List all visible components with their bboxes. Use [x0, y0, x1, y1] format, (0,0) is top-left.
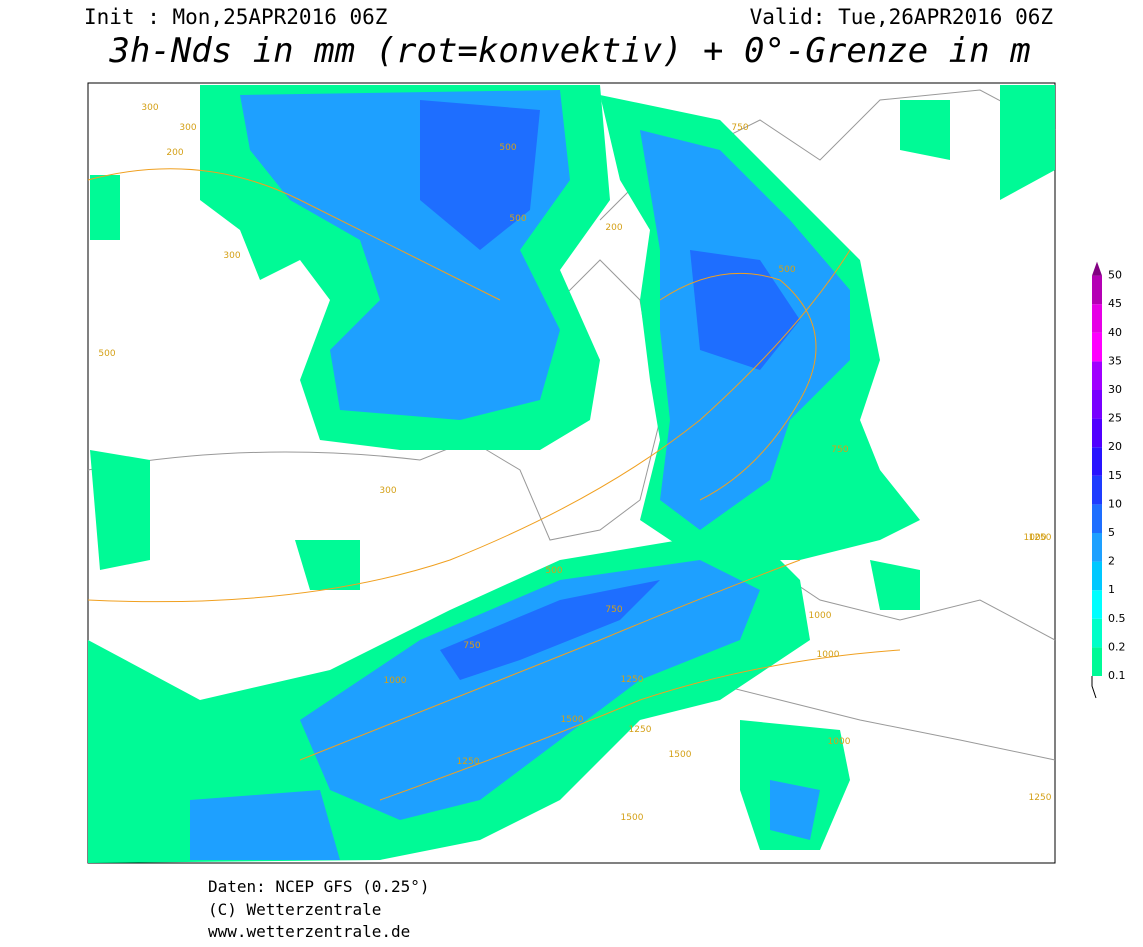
legend-label: 25: [1108, 412, 1122, 425]
contour-label: 750: [605, 605, 622, 615]
contour-label: 200: [166, 148, 183, 158]
contour-label: 500: [509, 214, 526, 224]
contour-label: 300: [379, 486, 396, 496]
contour-label: 500: [499, 143, 516, 153]
freezing-level-contours: [87, 168, 901, 801]
contour-label: 750: [831, 445, 848, 455]
contour-label: 200: [605, 223, 622, 233]
contour-label: 1000: [828, 737, 851, 747]
legend-swatch: [1092, 590, 1102, 619]
contour-label: 1250: [1029, 533, 1052, 543]
legend-label: 1: [1108, 583, 1115, 596]
precipitation: [88, 85, 1055, 863]
contour-labels: 300 300 200 500 200 300 500 500 750 300 500 1000 750…: [98, 103, 1051, 823]
contour-label: 1000: [1024, 533, 1047, 543]
legend-label: 50: [1108, 269, 1122, 282]
map-title: 3h-Nds in mm (rot=konvektiv) + 0°-Grenze…: [108, 31, 1030, 71]
legend-swatch: [1092, 533, 1102, 562]
legend-swatch: [1092, 304, 1102, 333]
init-time: Init : Mon,25APR2016 06Z: [84, 5, 387, 29]
legend-swatch: [1092, 504, 1102, 533]
legend-label: 15: [1108, 469, 1122, 482]
data-source: Daten: NCEP GFS (0.25°): [208, 877, 430, 896]
contour-label: 300: [141, 103, 158, 113]
contour-label: 500: [545, 566, 562, 576]
contour-label: 1000: [809, 611, 832, 621]
legend-swatch: [1092, 475, 1102, 505]
legend-swatch: [1092, 275, 1102, 305]
legend-label: 40: [1108, 326, 1122, 339]
legend-label: 45: [1108, 297, 1122, 310]
legend-label: 0.2: [1108, 640, 1126, 653]
contour-label: 1500: [621, 813, 644, 823]
legend-swatch: [1092, 418, 1102, 448]
legend-label: 0.1: [1108, 669, 1126, 682]
legend-label: 20: [1108, 440, 1122, 453]
map: 300 300 200 500 200 300 500 500 750 300 500 1000 750…: [87, 82, 1056, 864]
legend-swatch: [1092, 261, 1102, 276]
website: www.wetterzentrale.de: [208, 922, 410, 941]
contour-label: 1250: [629, 725, 652, 735]
valid-time: Valid: Tue,26APR2016 06Z: [750, 5, 1053, 29]
legend-swatch: [1092, 561, 1102, 591]
legend-label: 10: [1108, 497, 1122, 510]
copyright: (C) Wetterzentrale: [208, 900, 381, 919]
legend-swatch: [1092, 332, 1102, 362]
contour-label: 750: [463, 641, 480, 651]
contour-label: 500: [98, 349, 115, 359]
contour-label: 500: [778, 265, 795, 275]
contour-label: 1250: [457, 757, 480, 767]
legend-swatch: [1092, 390, 1102, 419]
legend-label: 2: [1108, 555, 1115, 568]
contour-label: 750: [731, 123, 748, 133]
legend-swatch: [1092, 447, 1102, 476]
legend-swatch: [1092, 647, 1102, 676]
contour-label: 1500: [669, 750, 692, 760]
contour-label: 1000: [817, 650, 840, 660]
legend-label: 35: [1108, 354, 1122, 367]
legend-label: 30: [1108, 383, 1122, 396]
contour-label: 1500: [561, 715, 584, 725]
legend-label: 5: [1108, 526, 1115, 539]
legend-swatch: [1092, 361, 1102, 390]
legend-tail: [1091, 676, 1097, 699]
contour-label: 300: [223, 251, 240, 261]
legend-swatch: [1092, 618, 1102, 648]
contour-label: 1250: [621, 675, 644, 685]
contour-label: 300: [179, 123, 196, 133]
contour-label: 1250: [1029, 793, 1052, 803]
legend-label: 0.5: [1108, 612, 1126, 625]
contour-label: 1000: [384, 676, 407, 686]
